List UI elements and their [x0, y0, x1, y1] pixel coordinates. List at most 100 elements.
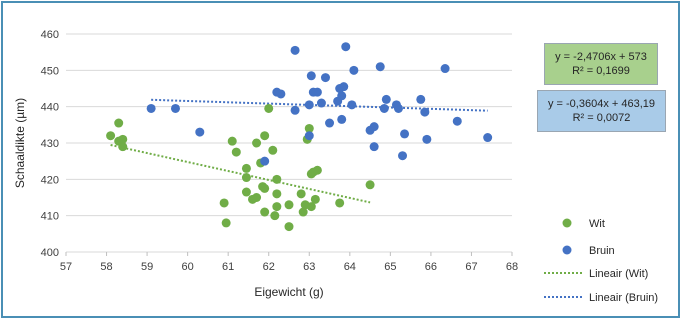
point-wit — [310, 194, 320, 204]
y-tick-label: 430 — [41, 138, 59, 150]
y-tick-label: 400 — [41, 247, 59, 259]
x-tick-label: 61 — [222, 261, 234, 273]
point-wit — [114, 118, 124, 128]
point-wit — [335, 198, 345, 208]
point-bruin — [440, 64, 450, 74]
point-bruin — [379, 103, 389, 113]
x-tick-label: 64 — [344, 261, 356, 273]
wit-equation-box: y = -2,4706x + 573 R² = 0,1699 — [544, 43, 658, 85]
legend-label-wit: Wit — [589, 218, 605, 230]
legend-label-bruin: Bruin — [589, 245, 615, 257]
x-tick-label: 57 — [60, 261, 72, 273]
point-wit — [284, 222, 294, 232]
point-wit — [296, 189, 306, 199]
wit-equation: y = -2,4706x + 573 — [555, 51, 647, 63]
point-bruin — [369, 122, 379, 132]
x-tick-label: 59 — [141, 261, 153, 273]
point-wit — [227, 136, 237, 146]
point-wit — [284, 200, 294, 210]
point-wit — [241, 187, 251, 197]
x-tick-labels: 57 58 59 60 61 62 63 64 65 66 67 68 — [60, 252, 518, 273]
point-bruin — [375, 62, 385, 72]
wit-r-squared: R² = 0,1699 — [572, 65, 630, 77]
y-tick-label: 420 — [41, 174, 59, 186]
point-bruin — [170, 103, 180, 113]
point-bruin — [339, 82, 349, 92]
legend-label-lineair-wit: Lineair (Wit) — [589, 268, 648, 280]
point-wit — [231, 147, 241, 157]
point-wit — [312, 165, 322, 175]
bruin-r-squared: R² = 0,0072 — [572, 112, 631, 124]
point-wit — [365, 180, 375, 190]
point-wit — [241, 173, 251, 183]
point-bruin — [290, 105, 300, 115]
point-bruin — [195, 127, 205, 137]
point-bruin — [398, 151, 408, 161]
point-wit — [260, 183, 270, 193]
y-tick-label: 450 — [41, 65, 59, 77]
point-wit — [252, 193, 262, 202]
x-tick-label: 65 — [384, 261, 396, 273]
point-bruin — [312, 87, 322, 97]
point-wit — [252, 138, 262, 148]
point-bruin — [341, 42, 351, 52]
point-wit — [118, 142, 128, 152]
point-bruin — [325, 118, 335, 128]
point-bruin — [422, 134, 432, 144]
point-bruin — [146, 103, 156, 113]
point-wit — [306, 202, 316, 212]
point-bruin — [400, 129, 410, 139]
point-wit — [272, 189, 282, 199]
point-bruin — [290, 45, 300, 55]
x-tick-label: 67 — [465, 261, 477, 273]
x-tick-label: 63 — [303, 261, 315, 273]
legend: Wit Bruin Lineair (Wit) Lineair (Bruin) — [544, 218, 658, 304]
bruin-equation-box: y = -0,3604x + 463,19 R² = 0,0072 — [537, 90, 666, 132]
bruin-equation: y = -0,3604x + 463,19 — [547, 98, 656, 110]
x-tick-label: 66 — [425, 261, 437, 273]
gridlines — [66, 33, 512, 253]
point-wit — [270, 211, 280, 221]
x-tick-label: 68 — [506, 261, 518, 273]
point-bruin — [381, 94, 391, 104]
point-wit — [260, 207, 270, 217]
point-bruin — [483, 133, 493, 143]
x-axis-label: Eigewicht (g) — [254, 285, 323, 299]
x-tick-label: 60 — [182, 261, 194, 273]
point-bruin — [349, 65, 359, 75]
point-bruin — [420, 107, 430, 117]
point-bruin — [337, 91, 347, 101]
point-wit — [118, 134, 128, 144]
y-tick-label: 460 — [41, 29, 59, 41]
point-wit — [219, 198, 229, 208]
y-tick-labels: 400 410 420 430 440 450 460 — [41, 29, 59, 259]
point-bruin — [393, 103, 403, 113]
point-wit — [272, 202, 282, 212]
point-bruin — [260, 156, 270, 166]
point-wit — [268, 145, 278, 155]
point-wit — [106, 131, 116, 141]
legend-label-lineair-bruin: Lineair (Bruin) — [589, 292, 658, 304]
point-bruin — [276, 89, 286, 99]
point-wit — [260, 131, 270, 141]
x-tick-label: 62 — [263, 261, 275, 273]
point-bruin — [320, 73, 330, 83]
data-points — [106, 42, 493, 232]
point-bruin — [337, 114, 347, 124]
point-bruin — [416, 94, 426, 104]
y-axis-label: Schaaldikte (µm) — [13, 98, 27, 188]
point-wit — [304, 123, 314, 133]
point-wit — [298, 207, 308, 217]
point-bruin — [306, 71, 316, 81]
point-bruin — [304, 131, 314, 141]
point-bruin — [316, 98, 326, 108]
y-tick-label: 410 — [41, 211, 59, 223]
point-bruin — [347, 100, 357, 110]
legend-marker-wit — [562, 218, 572, 228]
point-wit — [264, 103, 274, 113]
point-bruin — [304, 100, 314, 110]
point-wit — [241, 163, 251, 173]
point-wit — [272, 174, 282, 184]
trendline-wit — [110, 143, 371, 204]
